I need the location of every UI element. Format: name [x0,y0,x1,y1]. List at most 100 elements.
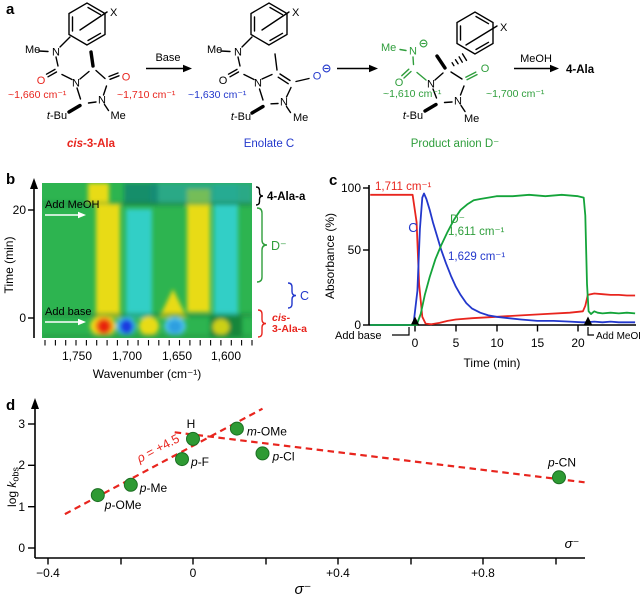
meoh-arrow-label: MeOH [520,53,552,65]
species-4-ala-a: 4-Ala-a [267,191,306,203]
data-point-p-F [175,452,189,467]
b-y-axis: 20 0 Time (min) [2,178,38,338]
arrow-head-icon [183,64,192,73]
caption-rest: -3-Ala [83,138,116,150]
n-methyl: Me [25,44,40,56]
tbu-rest: -Bu [50,110,67,122]
data-point-H [186,431,200,446]
brace-d-anion [256,207,268,283]
data-point-m-OMe [229,421,244,436]
tbu-t: t [403,110,407,122]
d-xtick-m04: −0.4 [36,566,60,580]
ir-heatmap [42,183,252,338]
freq-1710: ~1,710 cm⁻¹ [117,89,176,101]
base-arrow: Base [146,52,192,73]
d-rho-label: ρ = +4.5 [134,431,182,465]
c-ytick-0: 0 [354,318,361,332]
species-cis-line2: 3-Ala-a [272,323,307,335]
meoh-arrow: MeOH [514,53,559,73]
tbu-t: t [231,111,235,123]
base-arrow-label: Base [155,52,180,64]
bonds [399,11,498,113]
enolate-o: O [313,71,322,83]
tbu-rest: -Bu [406,110,423,122]
panel-label-c: c [329,172,337,189]
ring-n1: N [254,78,262,90]
d-ylabel-k: k [5,481,19,488]
axis-arrow-icon [30,178,38,189]
add-base-annotation: Add base [45,306,91,326]
tbu-label: t-Bu [403,110,423,122]
d-ylabel-log: log [5,488,19,507]
d-ytick-2: 2 [18,458,25,472]
substituent-x: X [292,7,300,19]
negative-charge-icon [322,64,331,73]
ketone-o: O [481,63,490,75]
add-meoh-label: Add MeOH [45,199,99,211]
point-label-p-CN: p-CN [547,455,576,469]
panel-label-b: b [6,171,15,188]
arrow-head-icon [550,64,559,73]
species-brackets [255,186,297,338]
curve-D⁻ [370,193,636,326]
amide-o: O [219,75,228,87]
caption-product-anion: Product anion D⁻ [411,138,500,150]
d-xtick-0: 0 [190,566,197,580]
b-xtick-1750: 1,750 [62,349,92,363]
tbu-rest: -Bu [234,111,251,123]
substituent-x: X [500,22,508,34]
curve-C [370,192,636,326]
arrow-head-icon [78,211,86,219]
c-label-1629: 1,629 cm⁻¹ [448,251,505,263]
b-ytick-20: 20 [13,203,27,217]
b-xlabel: Wavenumber (cm⁻¹) [93,367,202,381]
point-label-p-F: p-F [190,455,209,469]
c-label-c: C [408,220,417,235]
freq-1630: ~1,630 cm⁻¹ [188,89,247,101]
c-ytick-50: 50 [348,243,362,257]
amide-o: O [395,77,404,89]
d-xtick-p08: +0.8 [471,566,495,580]
product-4-ala: 4-Ala [566,64,595,76]
freq-1610: ~1,610 cm⁻¹ [383,88,442,100]
d-axes: 3 2 1 0 −0.4 0 +0.4 +0.8 log kobs σ⁻ σ⁻ [5,398,585,597]
structure-enolate-c: X Me N O N O N Me t-Bu ~1,630 cm⁻¹ Enola… [188,2,331,150]
reaction-arrow [337,64,378,73]
panel-d-hammett: d 3 2 1 0 −0.4 0 +0.4 +0.8 log kobs σ⁻ σ… [5,397,585,597]
add-base-label: Add base [45,306,91,318]
b-ylabel: Time (min) [2,237,16,294]
d-ytick-1: 1 [18,500,25,514]
b-xtick-1650: 1,650 [162,349,192,363]
trendline-1 [174,431,585,484]
data-point-p-Me [123,477,138,492]
tbu-label: t-Bu [47,110,67,122]
structure-cis-3-Ala: X Me N O N O N Me t-Bu ~1,660 cm⁻¹ ~1,71… [8,2,176,150]
n3-methyl: Me [464,113,479,125]
substituent-x: X [110,7,118,19]
point-label-m-OMe: m-OMe [247,425,287,439]
species-c: C [300,289,309,303]
c-label-1711: 1,711 cm⁻¹ [375,181,432,193]
b-xtick-1600: 1,600 [211,349,241,363]
c-label-d: D⁻ [450,212,465,226]
event-marker-icon [411,316,419,325]
ring-n3: N [280,97,288,109]
ring-n3: N [454,96,462,108]
species-cis-line1: cis- [272,312,291,324]
b-x-axis [44,340,253,346]
n-methyl: Me [381,42,396,54]
c-xtick-0: 0 [412,336,419,350]
d-sigma-axis-end: σ⁻ [565,536,580,551]
event-marker-icon [584,316,592,325]
c-xtick-20: 20 [571,336,585,350]
point-label-H: H [187,417,196,431]
caption-enolate-c: Enolate C [244,138,295,150]
freq-1660: ~1,660 cm⁻¹ [8,89,67,101]
caption-cis-3-ala: cis-3-Ala [67,138,116,150]
panel-label-a: a [6,1,15,18]
arrow-head-icon [78,318,86,326]
n-methyl: Me [207,44,222,56]
c-add-base-label: Add base [335,330,381,342]
ring-n1: N [72,78,80,90]
n3-methyl: Me [111,110,126,122]
